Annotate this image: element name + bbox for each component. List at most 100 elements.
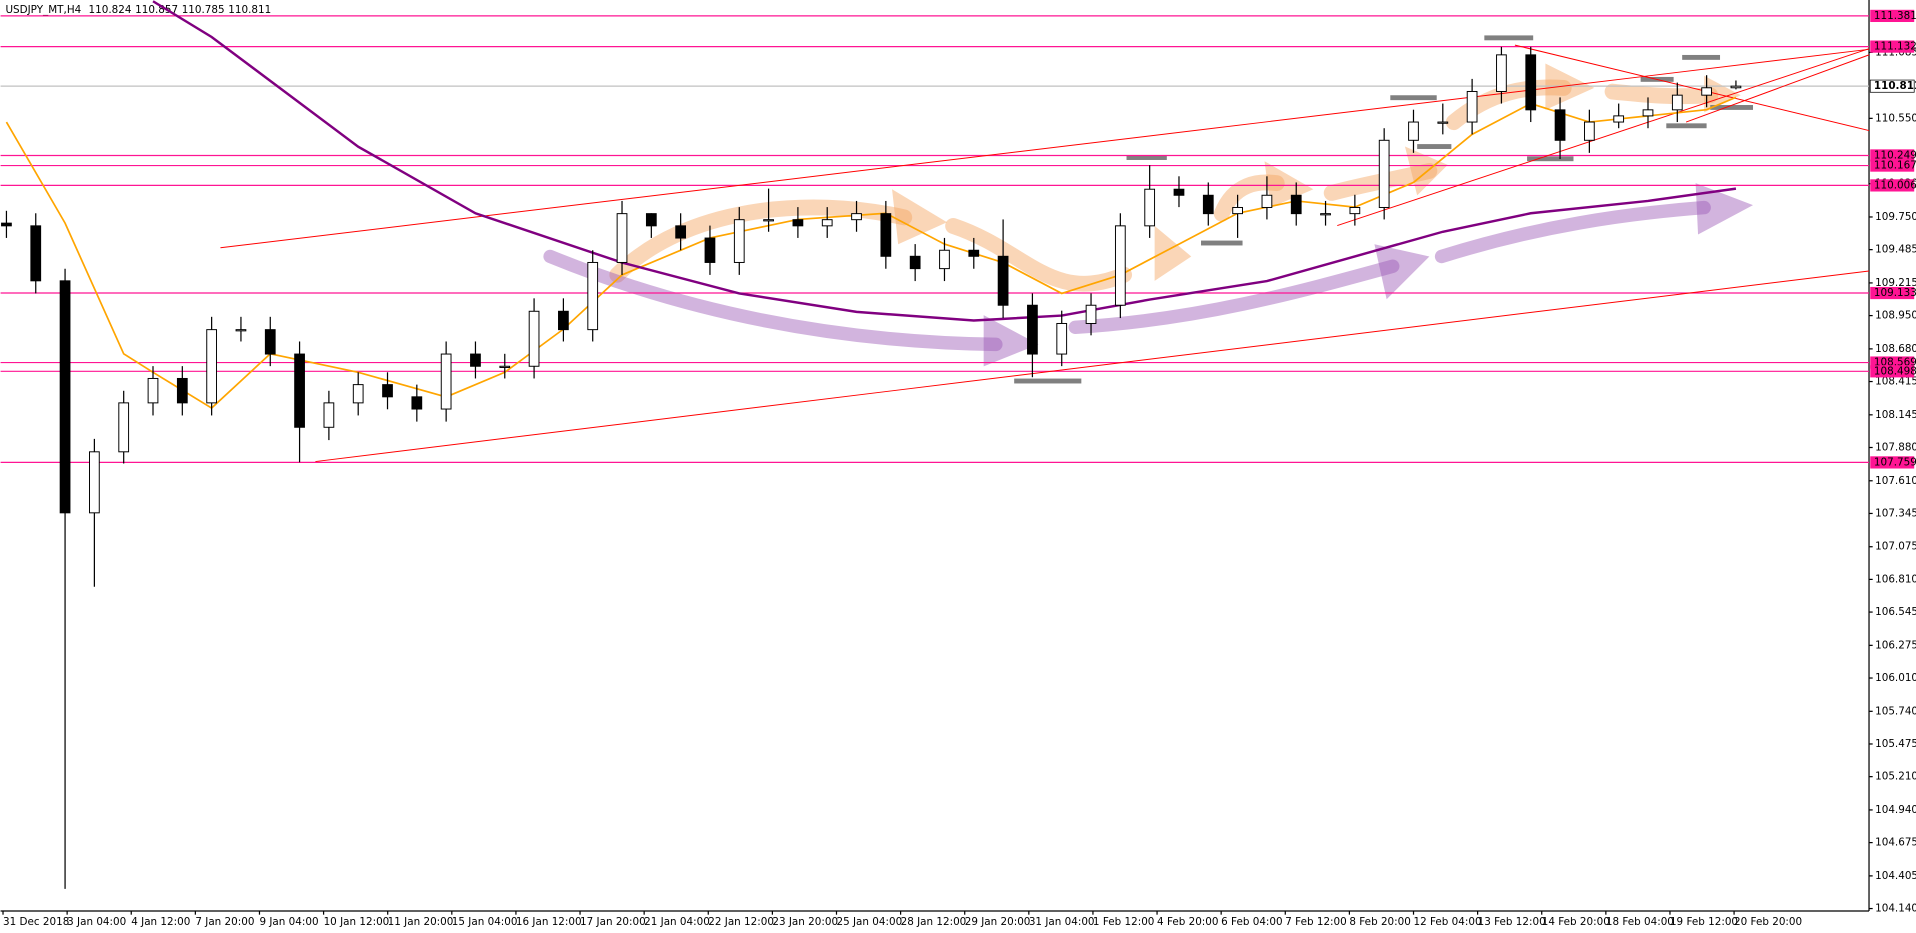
- marker: [1417, 144, 1452, 149]
- candle-body: [1613, 115, 1625, 123]
- y-tick-label: 109.750: [1875, 211, 1916, 223]
- level-label: 110.249: [1874, 149, 1916, 161]
- x-tick-label: 23 Jan 20:00: [772, 916, 838, 928]
- candle-body: [59, 280, 71, 514]
- x-tick-label: 6 Feb 04:00: [1221, 916, 1282, 928]
- level-label-bg: [1870, 286, 1915, 300]
- candle-body: [440, 353, 452, 410]
- candle-body: [1730, 85, 1742, 89]
- candle-body: [1261, 194, 1273, 208]
- x-tick-label: 7 Jan 20:00: [195, 916, 254, 928]
- candle-body: [352, 384, 364, 404]
- candle-body: [909, 255, 921, 270]
- x-tick-label: 8 Feb 20:00: [1349, 916, 1410, 928]
- candle-body: [528, 310, 540, 367]
- symbol: USDJPY_MT,H4: [5, 4, 81, 16]
- arrow: [609, 199, 913, 283]
- x-tick-label: 3 Jan 04:00: [67, 916, 126, 928]
- marker: [1484, 35, 1534, 41]
- arrow: [1604, 83, 1719, 105]
- candle-body: [558, 310, 569, 331]
- y-tick-label: 107.345: [1875, 507, 1916, 519]
- candle-body: [206, 329, 218, 404]
- y-tick-label: 110.550: [1875, 112, 1916, 124]
- purple-arrowheads: [983, 183, 1754, 367]
- level-label-bg: [1870, 9, 1915, 23]
- candle-body: [1290, 194, 1302, 215]
- x-tick-label: 14 Feb 20:00: [1542, 916, 1610, 928]
- candle-body: [118, 402, 130, 453]
- header: USDJPY_MT,H4 110.824 110.857 110.785 110.811: [5, 4, 271, 16]
- level-label: 108.498: [1874, 365, 1916, 377]
- candle-body: [1027, 304, 1038, 355]
- marker: [1126, 155, 1167, 160]
- y-tick-label: 109.215: [1875, 277, 1916, 289]
- candle-body: [235, 329, 247, 332]
- moving-average: [152, 0, 1737, 322]
- level-label-bg: [1870, 179, 1915, 192]
- candle-body: [30, 225, 42, 282]
- candle-body: [176, 377, 188, 404]
- candle-body: [1320, 213, 1331, 216]
- level-label-bg: [1870, 456, 1915, 469]
- candle-body: [411, 396, 423, 410]
- y-tick-label: 107.880: [1875, 441, 1916, 453]
- candle-body: [1437, 121, 1449, 124]
- trendline: [1685, 54, 1870, 123]
- x-tick-label: 4 Feb 20:00: [1157, 916, 1218, 928]
- marker: [1710, 105, 1754, 110]
- candle-body: [470, 353, 481, 367]
- trendline: [1514, 44, 1870, 132]
- candle-body: [499, 365, 511, 368]
- current-price-label: 110.811: [1874, 80, 1916, 92]
- x-tick-label: 16 Jan 12:00: [516, 916, 582, 928]
- candle-body: [792, 219, 804, 227]
- arrowhead: [892, 189, 948, 245]
- x-tick-label: 12 Feb 04:00: [1414, 916, 1482, 928]
- candle-body: [968, 249, 980, 257]
- candle-body: [675, 225, 687, 239]
- candle-body: [704, 237, 716, 263]
- x-tick-label: 15 Jan 04:00: [452, 916, 518, 928]
- candle-body: [294, 353, 305, 428]
- y-tick-label: 106.810: [1875, 573, 1916, 585]
- candle-body: [1114, 225, 1126, 306]
- x-tick-label: 21 Jan 04:00: [644, 916, 710, 928]
- candle-body: [1525, 54, 1537, 111]
- x-tick-label: 31 Jan 04:00: [1029, 916, 1095, 928]
- arrow: [543, 249, 1003, 352]
- arrowhead: [1264, 161, 1314, 208]
- level-label-bg: [1870, 40, 1915, 53]
- purple-arrows: [543, 200, 1711, 352]
- x-tick-label: 11 Jan 20:00: [388, 916, 454, 928]
- y-tick-label: 104.140: [1875, 903, 1916, 915]
- y-tick-label: 104.940: [1875, 804, 1916, 816]
- trendline: [1337, 48, 1870, 227]
- candle-body: [1, 222, 12, 227]
- x-tick-label: 19 Feb 12:00: [1670, 916, 1738, 928]
- candle-body: [1408, 121, 1419, 141]
- y-tick-label: 109.485: [1875, 244, 1916, 256]
- y-tick-label: 106.010: [1875, 672, 1916, 684]
- arrowhead: [983, 315, 1039, 367]
- y-tick-label: 108.145: [1875, 409, 1916, 421]
- candle-body: [1671, 94, 1683, 111]
- candle-body: [1701, 87, 1712, 96]
- candle-body: [1056, 322, 1068, 355]
- y-tick-label: 107.075: [1875, 541, 1916, 553]
- y-tick-label: 105.740: [1875, 705, 1916, 717]
- candle-body: [382, 384, 393, 398]
- level-label: 110.006: [1874, 179, 1916, 191]
- marker: [1682, 54, 1721, 60]
- y-tick-label: 108.415: [1875, 376, 1916, 388]
- current-price-label-bg: [1869, 79, 1915, 93]
- quote: 110.824: [89, 4, 132, 16]
- marker: [1527, 156, 1574, 162]
- candle-body: [997, 255, 1009, 306]
- y-tick-label: 108.950: [1875, 310, 1916, 322]
- candle-body: [1496, 54, 1507, 92]
- level-label-bg: [1870, 159, 1915, 172]
- arrowhead: [1374, 244, 1430, 300]
- x-tick-label: 10 Jan 12:00: [324, 916, 390, 928]
